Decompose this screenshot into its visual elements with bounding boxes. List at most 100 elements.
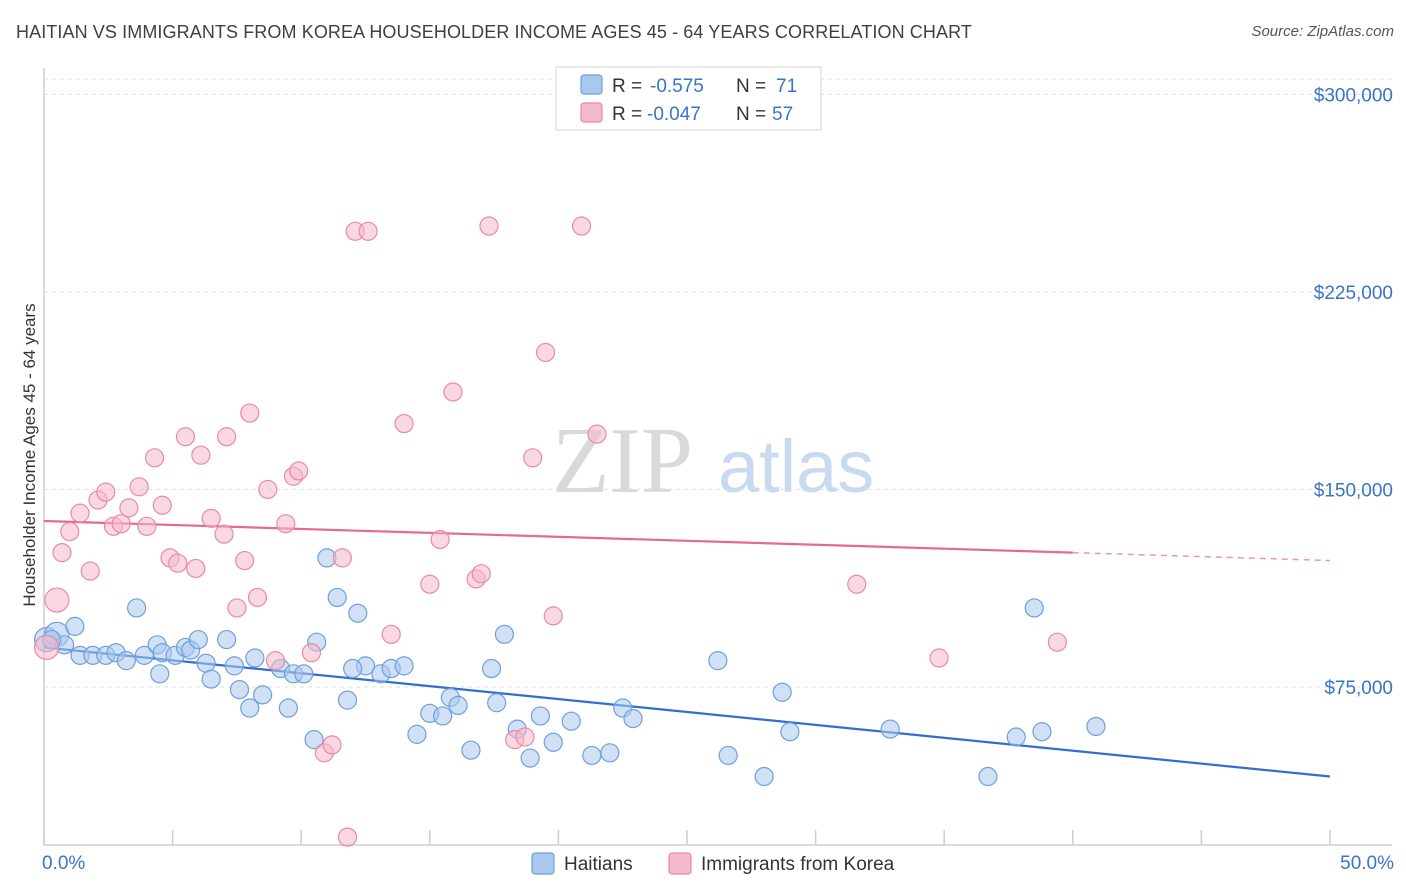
x-tick-label-min: 0.0% <box>42 853 85 874</box>
point-haitians <box>561 711 581 731</box>
point-korea <box>337 827 358 847</box>
point-korea <box>322 735 342 755</box>
point-korea <box>144 448 165 468</box>
point-korea <box>52 543 72 563</box>
point-haitians <box>582 745 602 766</box>
point-haitians <box>407 724 427 744</box>
correlation-legend: R = -0.575 N = 71 R = -0.047 N = 57 <box>555 66 822 131</box>
point-haitians <box>481 658 502 679</box>
point-haitians <box>880 719 900 739</box>
point-haitians <box>1006 727 1026 747</box>
point-korea <box>247 587 268 608</box>
point-haitians <box>543 732 563 752</box>
point-korea <box>201 508 221 528</box>
point-korea <box>258 479 278 500</box>
point-haitians <box>623 708 643 729</box>
watermark-atlas: atlas <box>718 425 874 508</box>
point-haitians <box>780 722 800 742</box>
point-korea <box>33 634 60 661</box>
point-korea <box>240 403 260 423</box>
point-haitians <box>708 651 728 671</box>
legend-swatch-haitians <box>580 74 603 95</box>
point-haitians <box>253 685 273 705</box>
legend-n-label-haitians: N = <box>736 76 766 97</box>
legend-r-label-haitians: R = <box>612 76 642 97</box>
point-haitians <box>327 587 347 608</box>
legend-n-label-korea: N = <box>736 104 766 125</box>
x-ticks <box>43 830 1331 845</box>
point-haitians <box>1024 598 1044 618</box>
point-haitians <box>294 664 314 684</box>
point-korea <box>168 553 188 573</box>
point-korea <box>137 516 157 536</box>
legend-r-label-korea: R = <box>612 104 642 125</box>
point-korea <box>430 529 450 550</box>
y-tick-label: $225,000 <box>1314 283 1393 304</box>
point-korea <box>535 342 556 363</box>
point-korea <box>70 503 90 523</box>
point-korea <box>847 574 867 594</box>
point-haitians <box>245 648 265 668</box>
y-tick-label: $75,000 <box>1324 678 1393 699</box>
point-haitians <box>1032 722 1052 742</box>
point-korea <box>587 424 607 444</box>
point-korea <box>44 587 70 613</box>
point-korea <box>152 495 172 515</box>
point-haitians <box>150 664 170 684</box>
point-haitians <box>337 690 358 710</box>
point-korea <box>186 558 206 579</box>
point-haitians <box>1086 716 1106 737</box>
point-haitians <box>520 748 540 768</box>
bottom-legend-swatch-haitians <box>531 852 555 875</box>
point-haitians <box>224 656 244 676</box>
point-korea <box>301 643 322 663</box>
point-korea <box>394 413 414 434</box>
point-korea <box>420 574 440 594</box>
trend-line-1 <box>43 519 1073 554</box>
trend-line-0 <box>43 646 1331 778</box>
point-korea <box>515 727 535 747</box>
point-korea <box>60 521 80 542</box>
chart-title: HAITIAN VS IMMIGRANTS FROM KOREA HOUSEHO… <box>16 22 972 42</box>
point-korea <box>571 216 592 236</box>
point-korea <box>191 445 211 465</box>
y-axis-label: Householder Income Ages 45 - 64 years <box>20 303 39 606</box>
point-korea <box>332 548 352 568</box>
point-haitians <box>116 651 136 671</box>
point-korea <box>175 427 196 447</box>
point-korea <box>1047 632 1067 652</box>
point-korea <box>265 651 286 671</box>
point-haitians <box>304 730 324 750</box>
point-haitians <box>217 629 237 650</box>
point-korea <box>227 598 247 618</box>
point-haitians <box>600 743 620 763</box>
point-korea <box>276 514 296 534</box>
y-tick-label: $300,000 <box>1314 85 1393 106</box>
point-haitians <box>494 624 514 644</box>
point-korea <box>543 606 563 626</box>
point-korea <box>111 514 131 534</box>
point-korea <box>214 524 234 544</box>
point-haitians <box>348 603 368 623</box>
point-haitians <box>126 598 147 618</box>
point-haitians <box>530 706 550 726</box>
point-haitians <box>754 766 774 787</box>
point-korea <box>358 221 378 241</box>
point-haitians <box>229 679 250 700</box>
point-haitians <box>201 669 221 689</box>
point-haitians <box>772 682 792 702</box>
watermark-zip: ZIP <box>552 409 693 513</box>
point-korea <box>235 550 255 571</box>
y-tick-label: $150,000 <box>1314 480 1393 501</box>
bottom-legend-label-korea: Immigrants from Korea <box>701 854 895 875</box>
bottom-legend-label-haitians: Haitians <box>564 854 633 875</box>
x-tick-label-max: 50.0% <box>1340 853 1394 874</box>
point-korea <box>217 427 237 447</box>
bottom-legend-swatch-korea <box>668 852 692 875</box>
point-haitians <box>461 740 481 760</box>
point-haitians <box>343 658 363 679</box>
point-haitians <box>240 698 260 718</box>
gridlines <box>44 78 1392 688</box>
trend-line-extension-1 <box>1072 551 1331 562</box>
